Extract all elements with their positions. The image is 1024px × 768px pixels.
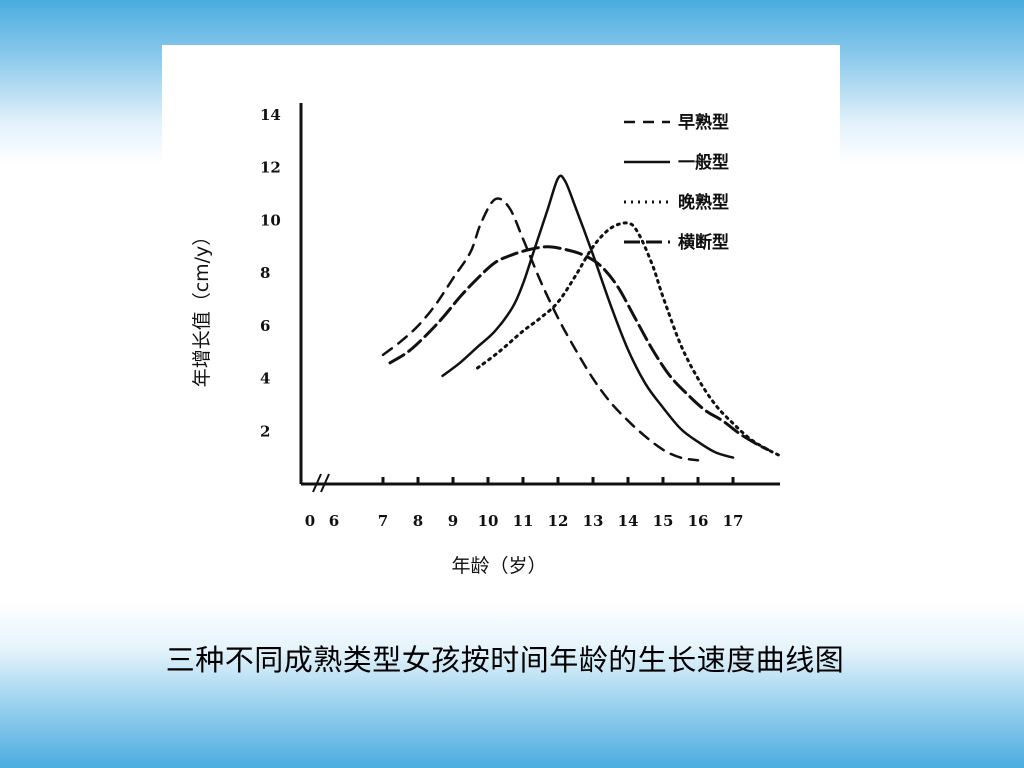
x-axis-title: 年龄（岁） (451, 555, 546, 577)
series-line-2 (441, 174, 735, 459)
x-tick-label: 6 (329, 512, 339, 530)
y-tick-label: 12 (260, 159, 281, 177)
x-tick-label: 9 (448, 512, 458, 530)
y-tick-label: 10 (260, 211, 281, 229)
legend-label-1: 早熟型 (678, 112, 729, 133)
slide-caption: 三种不同成熟类型女孩按时间年龄的生长速度曲线图 (165, 643, 845, 677)
x-tick-label: 11 (513, 512, 534, 530)
series-lines (381, 174, 780, 462)
x-tick-label: 16 (688, 512, 709, 530)
x-tick-label: 7 (378, 512, 388, 530)
x-tick-label: 14 (618, 512, 639, 530)
x-tick-label: 13 (583, 512, 604, 530)
y-tick-label: 2 (260, 422, 270, 440)
legend-label-2: 一般型 (678, 152, 729, 173)
axes (299, 103, 780, 493)
y-tick-label: 14 (260, 106, 281, 124)
x-tick-label: 17 (723, 512, 744, 530)
y-tick-label: 4 (260, 370, 270, 388)
x-tick-label: 0 (305, 512, 315, 530)
x-tick-label: 8 (413, 512, 423, 530)
x-tick-label: 12 (548, 512, 569, 530)
series-line-3 (476, 221, 780, 457)
y-axis-title: 年增长值（cm/y） (191, 227, 213, 388)
chart-panel: 2 4 6 8 10 12 14 0 6 7 8 9 10 11 12 13 14 15 16 17 早熟型 一般型 晚熟… (162, 45, 840, 590)
y-tick-label: 6 (260, 317, 270, 335)
x-tick-label: 15 (653, 512, 674, 530)
axis-break-mark (312, 473, 330, 493)
y-tick-label: 8 (260, 264, 270, 282)
series-line-4 (388, 245, 770, 452)
legend-label-3: 晚熟型 (678, 192, 729, 213)
x-tick-label: 10 (478, 512, 499, 530)
legend-label-4: 横断型 (678, 232, 729, 253)
